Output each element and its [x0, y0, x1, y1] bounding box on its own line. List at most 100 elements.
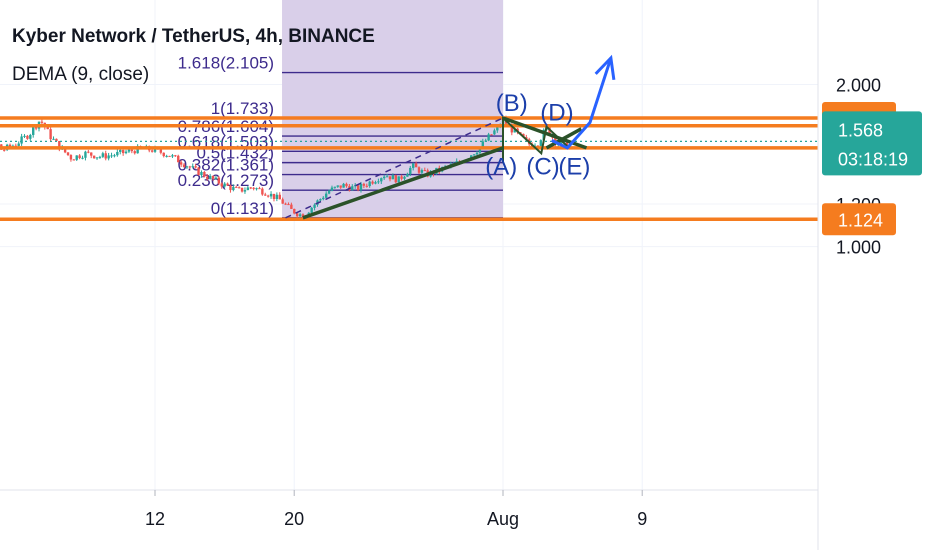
candle-body [359, 183, 363, 191]
candle-body [165, 155, 168, 157]
candle-body [380, 178, 383, 182]
candle-body [98, 156, 102, 158]
candle-body [339, 185, 342, 188]
time-axis[interactable]: 12 20 Aug 9 [145, 490, 647, 529]
candle-body [116, 151, 119, 156]
candle-body [220, 183, 223, 187]
fib-zone [282, 0, 503, 220]
candle-body [278, 194, 281, 200]
candle-body [493, 130, 496, 135]
candle-body [200, 172, 203, 176]
candle-body [90, 152, 93, 156]
candle-body [101, 153, 105, 157]
candle-body [214, 177, 218, 179]
candle-body [281, 199, 284, 204]
time-tick-label: 9 [637, 509, 647, 529]
candle-body [336, 185, 339, 187]
candle-body [92, 155, 96, 159]
candle-body [377, 181, 380, 183]
candle-body [191, 166, 194, 168]
bar-countdown-label: 03:18:19 [838, 149, 908, 169]
candle-body [345, 183, 348, 187]
price-tick-label: 1.000 [836, 238, 881, 258]
candle-body [240, 187, 244, 192]
candle-body [487, 134, 490, 141]
candle-body [113, 155, 116, 157]
candle-body [179, 162, 183, 165]
lower-trendline [302, 146, 504, 220]
candle-body [414, 163, 418, 168]
candle-body [368, 181, 371, 187]
candle-body [356, 185, 360, 191]
candle-body [211, 175, 215, 179]
candle-body [81, 157, 84, 159]
candle-body [313, 204, 316, 208]
price-tag-label: 1.124 [838, 210, 883, 230]
candle-body [420, 170, 424, 173]
candle-body [55, 138, 58, 141]
projection-arrow [551, 57, 613, 150]
candle-body [168, 155, 171, 157]
horizontal-levels [0, 116, 818, 222]
candle-body [365, 185, 368, 187]
candle-body [353, 185, 357, 187]
candle-body [290, 204, 293, 209]
triangle-cross-trendline [545, 127, 583, 150]
candle-body [539, 140, 543, 146]
candle-body [66, 152, 70, 156]
candle-body [52, 138, 55, 140]
candle-body [34, 127, 38, 129]
indicator-label[interactable]: DEMA (9, close) [12, 64, 150, 85]
candle-body [194, 166, 197, 168]
candle-body [371, 181, 374, 184]
candle-body [177, 155, 180, 163]
candle-body [542, 129, 545, 141]
candle-body [206, 176, 209, 179]
candle-body [324, 193, 328, 198]
candle-body [406, 174, 409, 177]
candle-body [150, 150, 154, 152]
candle-body [235, 186, 238, 188]
fib-dashed-trendline [285, 117, 504, 219]
candle-body [174, 155, 177, 157]
trend-drawings [285, 54, 616, 220]
candle-body [75, 155, 78, 160]
candle-body [397, 176, 400, 183]
candle-body [478, 147, 482, 153]
candle-body [208, 175, 212, 179]
fib-label: 1(1.733) [211, 99, 274, 118]
candle-body [266, 195, 270, 197]
arrow-head-icon [594, 54, 616, 80]
candle-body [284, 203, 287, 205]
candle-body [130, 149, 134, 152]
candle-body [185, 166, 189, 168]
candle-body [29, 134, 32, 139]
candle-body [565, 141, 569, 146]
time-tick-label: 12 [145, 509, 165, 529]
time-tick-label: 20 [284, 509, 304, 529]
price-tick-label: 2.000 [836, 76, 881, 96]
price-tag [822, 203, 896, 236]
candle-body [330, 187, 334, 191]
candle-body [298, 214, 302, 217]
candle-body [188, 166, 192, 168]
candle-body [310, 207, 313, 213]
candle-body [252, 187, 255, 189]
candle-body [374, 182, 377, 184]
wave-label: (C) [526, 154, 559, 181]
candle-body [162, 152, 165, 157]
candle-body [388, 176, 392, 180]
candle-body [264, 194, 267, 196]
candle-body [409, 167, 412, 175]
candle-body [513, 128, 516, 133]
candle-body [217, 177, 221, 184]
candle-body [475, 152, 479, 155]
candle-body [32, 127, 35, 135]
candle-body [490, 134, 493, 136]
fib-label: 1.618(2.105) [178, 54, 274, 73]
candle-body [49, 129, 52, 140]
candle-body [342, 183, 345, 188]
candle-body [496, 126, 499, 131]
